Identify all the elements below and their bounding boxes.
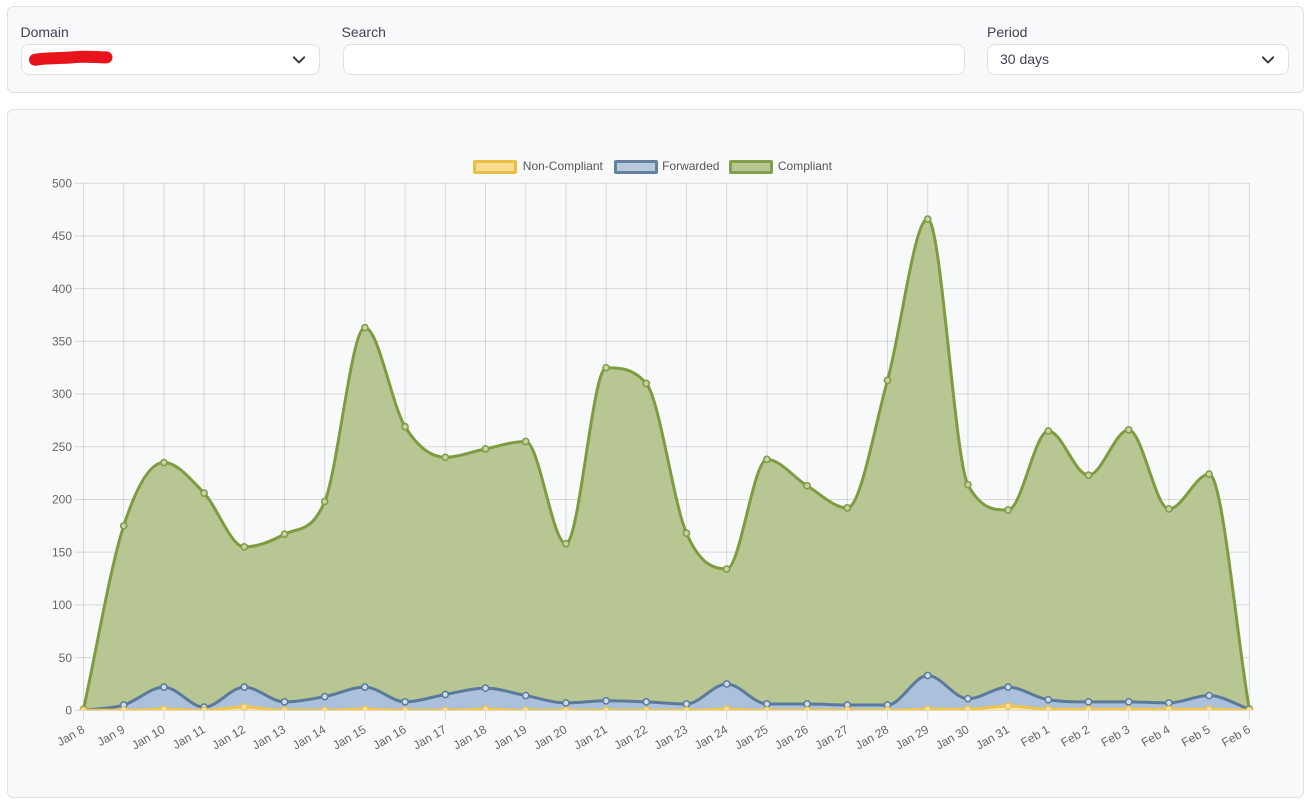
svg-text:300: 300	[52, 387, 72, 401]
svg-text:Jan 25: Jan 25	[732, 722, 770, 752]
svg-text:Jan 30: Jan 30	[933, 722, 971, 752]
svg-text:Feb 5: Feb 5	[1179, 722, 1213, 750]
svg-text:Jan 8: Jan 8	[55, 722, 88, 749]
svg-text:50: 50	[59, 651, 73, 665]
svg-text:350: 350	[52, 335, 72, 349]
svg-text:Feb 3: Feb 3	[1099, 722, 1133, 750]
svg-text:150: 150	[52, 545, 72, 559]
svg-text:Jan 13: Jan 13	[250, 722, 288, 752]
svg-text:Jan 9: Jan 9	[95, 722, 128, 749]
svg-text:Jan 10: Jan 10	[129, 722, 167, 752]
svg-text:Jan 29: Jan 29	[893, 722, 931, 752]
svg-text:Jan 31: Jan 31	[973, 722, 1011, 752]
svg-text:Jan 15: Jan 15	[330, 722, 368, 752]
svg-text:Jan 14: Jan 14	[290, 722, 328, 752]
svg-text:Jan 17: Jan 17	[411, 722, 449, 752]
svg-text:Jan 26: Jan 26	[772, 722, 810, 752]
svg-text:200: 200	[52, 493, 72, 507]
svg-text:Jan 27: Jan 27	[813, 722, 851, 752]
svg-text:500: 500	[52, 176, 72, 190]
svg-text:Jan 19: Jan 19	[491, 722, 529, 752]
svg-text:Feb 2: Feb 2	[1058, 722, 1092, 750]
svg-text:Jan 21: Jan 21	[571, 722, 609, 752]
svg-text:Jan 16: Jan 16	[370, 722, 408, 752]
svg-text:400: 400	[52, 282, 72, 296]
svg-text:100: 100	[52, 598, 72, 612]
svg-text:Jan 22: Jan 22	[612, 722, 650, 752]
svg-text:Jan 11: Jan 11	[170, 722, 208, 752]
svg-text:Feb 1: Feb 1	[1018, 722, 1052, 750]
svg-text:250: 250	[52, 440, 72, 454]
svg-text:Jan 18: Jan 18	[451, 722, 489, 752]
svg-text:Jan 24: Jan 24	[692, 722, 730, 752]
svg-text:Jan 28: Jan 28	[853, 722, 891, 752]
svg-text:0: 0	[65, 704, 72, 718]
svg-text:450: 450	[52, 229, 72, 243]
svg-text:Feb 6: Feb 6	[1219, 722, 1253, 750]
svg-text:Feb 4: Feb 4	[1139, 722, 1173, 750]
svg-text:Jan 12: Jan 12	[210, 722, 248, 752]
svg-text:Jan 20: Jan 20	[531, 722, 569, 752]
svg-text:Jan 23: Jan 23	[652, 722, 690, 752]
